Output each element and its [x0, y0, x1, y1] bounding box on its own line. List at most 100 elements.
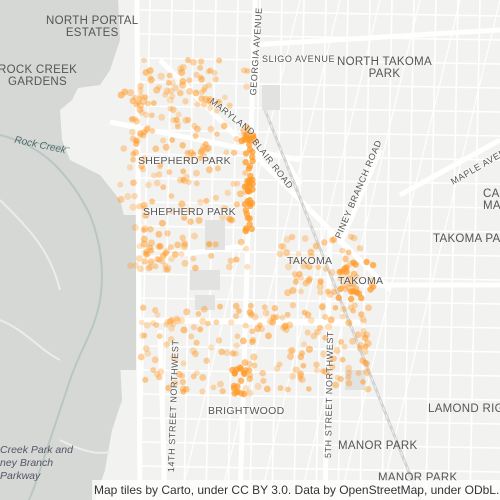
data-point [328, 363, 336, 371]
data-point [178, 251, 185, 258]
data-point [136, 106, 144, 113]
data-point [313, 367, 321, 374]
data-point [282, 322, 289, 330]
data-point [296, 371, 304, 379]
data-point [276, 361, 283, 368]
data-point [143, 250, 150, 257]
data-point [363, 360, 370, 367]
data-point [147, 239, 155, 247]
data-point [217, 303, 224, 310]
data-point [335, 294, 342, 302]
data-point [178, 68, 186, 76]
data-point [206, 96, 214, 104]
data-point [349, 337, 357, 345]
data-point [270, 313, 277, 320]
data-point [180, 177, 187, 183]
data-point [318, 304, 326, 311]
data-point [142, 94, 149, 101]
data-point [202, 95, 210, 103]
data-point [285, 386, 291, 393]
data-point [200, 101, 208, 108]
data-point [198, 76, 205, 83]
data-point [205, 82, 213, 89]
data-point [206, 240, 213, 247]
data-point [203, 357, 210, 364]
data-point [136, 265, 144, 273]
data-point [236, 308, 242, 314]
data-point [132, 149, 140, 156]
data-point [231, 390, 238, 397]
data-point [182, 98, 189, 105]
data-point [237, 377, 245, 384]
data-point [229, 350, 236, 357]
data-point [334, 374, 341, 381]
data-point [189, 347, 197, 355]
data-point [148, 247, 155, 254]
data-point [155, 256, 162, 263]
rock-creek-park-area [0, 0, 136, 500]
data-point [143, 111, 150, 118]
data-point [152, 263, 159, 270]
data-point [175, 370, 183, 378]
data-point [139, 332, 147, 339]
data-point [243, 225, 250, 232]
data-point [178, 316, 186, 324]
data-point [227, 257, 234, 264]
data-point [160, 184, 167, 191]
data-point [301, 235, 309, 242]
data-point [164, 267, 171, 273]
data-point [212, 241, 219, 248]
data-point [350, 234, 358, 242]
data-point [289, 347, 296, 354]
data-point [192, 264, 199, 272]
label-rock-creek-gardens: ROCK CREEK GARDENS [0, 64, 78, 88]
data-point [137, 353, 145, 361]
data-point [178, 206, 185, 214]
street-sligo-avenue: SLIGO AVENUE [262, 54, 336, 64]
data-point [228, 319, 235, 326]
data-point [212, 76, 219, 83]
data-point [293, 274, 300, 281]
data-point [169, 80, 176, 87]
data-point [191, 232, 198, 240]
data-point [170, 354, 177, 361]
data-point [149, 198, 156, 205]
data-point [339, 313, 346, 320]
data-point [320, 368, 326, 375]
data-point [292, 366, 300, 374]
data-point [137, 130, 144, 137]
data-point [328, 269, 336, 276]
data-point [300, 341, 308, 348]
data-point [217, 380, 224, 388]
data-point [325, 323, 333, 331]
data-point [337, 275, 344, 282]
data-point [158, 113, 166, 121]
data-point [193, 169, 200, 177]
data-point [185, 179, 192, 186]
data-point [265, 332, 272, 340]
data-point [182, 116, 190, 124]
data-point [363, 258, 370, 266]
data-point [243, 210, 251, 218]
data-point [166, 317, 174, 325]
data-point [193, 370, 200, 376]
data-point [246, 162, 253, 170]
data-point [271, 304, 279, 312]
data-point [308, 252, 315, 259]
data-point [221, 94, 228, 101]
data-point [120, 145, 127, 152]
data-point [241, 183, 248, 190]
data-point [297, 353, 305, 361]
data-point [284, 289, 292, 297]
data-point [207, 98, 214, 105]
data-point [129, 116, 136, 123]
data-point [284, 263, 292, 271]
data-point [342, 255, 349, 263]
data-point [317, 324, 323, 331]
data-point [246, 179, 253, 186]
data-point [321, 239, 328, 246]
label-ca: CA MA [483, 188, 500, 212]
data-point [155, 171, 163, 178]
data-point [355, 370, 362, 376]
